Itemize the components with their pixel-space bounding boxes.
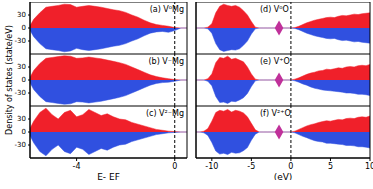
svg-text:0: 0: [172, 162, 177, 171]
html-text:(f) V²⁺O: (f) V²⁺O: [260, 109, 291, 118]
svg-text:-10: -10: [205, 162, 218, 171]
svg-text:(eV): (eV): [274, 172, 293, 180]
svg-text:30: 30: [17, 63, 26, 71]
html-text:(a) V⁰Mg: (a) V⁰Mg: [149, 5, 184, 14]
svg-text:0: 0: [22, 24, 26, 32]
svg-text:E- EF: E- EF: [97, 172, 120, 180]
svg-text:-5: -5: [247, 162, 255, 171]
svg-text:10: 10: [365, 162, 366, 171]
svg-text:-30: -30: [15, 141, 26, 149]
svg-text:0: 0: [22, 128, 26, 136]
html-text:(b) V⁻Mg: (b) V⁻Mg: [148, 57, 184, 66]
svg-text:5: 5: [328, 162, 333, 171]
svg-text:-30: -30: [15, 89, 26, 97]
html-text:(e) V⁺O: (e) V⁺O: [260, 57, 290, 66]
html-text:(c) V²⁻Mg: (c) V²⁻Mg: [145, 109, 184, 118]
svg-text:30: 30: [17, 115, 26, 123]
html-text:Density of states (state/eV): Density of states (state/eV): [5, 25, 14, 135]
svg-text:-30: -30: [15, 37, 26, 45]
svg-text:30: 30: [17, 11, 26, 19]
svg-text:0: 0: [22, 76, 26, 84]
svg-text:-4: -4: [73, 162, 81, 171]
svg-text:0: 0: [288, 162, 293, 171]
html-text:(d) V⁰O: (d) V⁰O: [260, 5, 289, 14]
